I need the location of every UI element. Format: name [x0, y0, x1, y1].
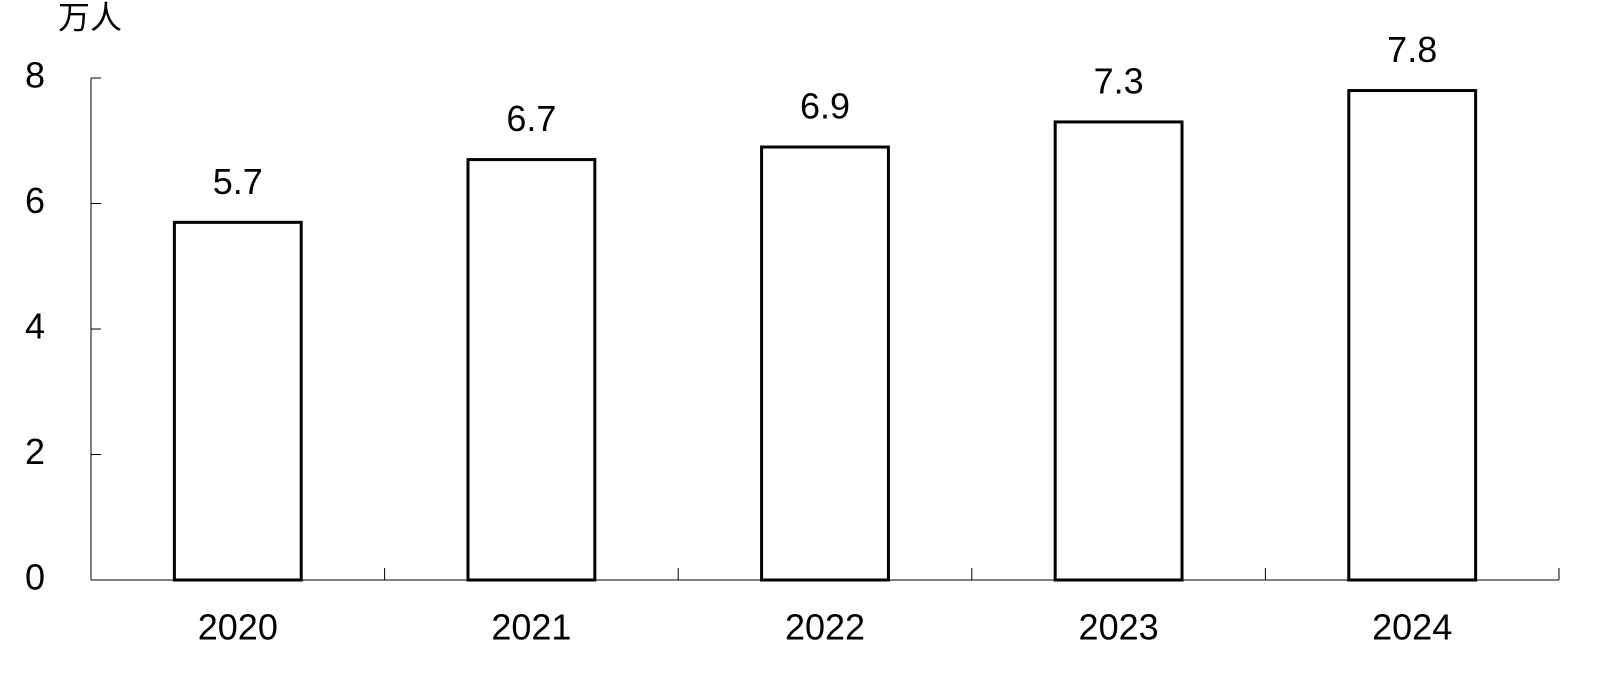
bar: [1347, 89, 1478, 582]
x-tick-label: 2021: [491, 607, 571, 648]
x-tick-label: 2023: [1079, 607, 1159, 648]
bar: [1053, 120, 1184, 582]
y-tick-label: 8: [25, 55, 45, 96]
bar: [172, 220, 303, 582]
value-label: 6.7: [506, 98, 556, 139]
value-label: 7.3: [1094, 60, 1144, 101]
x-tick-label: 2024: [1372, 607, 1452, 648]
y-tick-label: 6: [25, 180, 45, 221]
value-label: 5.7: [213, 161, 263, 202]
value-label: 6.9: [800, 86, 850, 127]
bar: [466, 158, 597, 582]
x-tick-label: 2022: [785, 607, 865, 648]
y-tick-label: 2: [25, 431, 45, 472]
y-axis-unit: 万人: [58, 0, 122, 37]
value-label: 7.8: [1387, 29, 1437, 70]
y-tick-label: 4: [25, 306, 45, 347]
y-tick-label: 0: [25, 557, 45, 598]
x-tick-label: 2020: [198, 607, 278, 648]
bar: [760, 145, 890, 582]
